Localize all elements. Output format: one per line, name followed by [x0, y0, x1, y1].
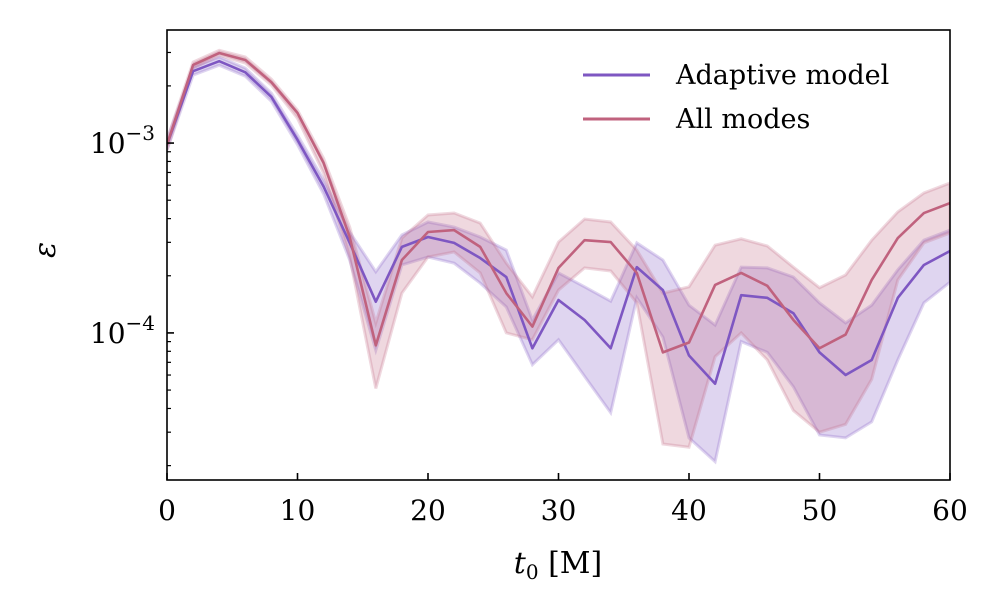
- line-all-modes: [167, 51, 950, 354]
- uncertainty-bands: [167, 48, 950, 465]
- y-tick-label: 10−3: [90, 121, 155, 160]
- y-axis-label: ε: [28, 242, 63, 258]
- x-axis: 0 10 20 30 40 50 60: [158, 473, 968, 527]
- x-tick-label: 10: [280, 494, 316, 527]
- line-adaptive-model: [167, 59, 950, 386]
- legend: Adaptive model All modes: [583, 60, 889, 135]
- y-axis: 10−3 10−4: [90, 51, 174, 467]
- legend-label-all-modes: All modes: [675, 104, 810, 135]
- legend-label-adaptive-model: Adaptive model: [675, 60, 889, 91]
- x-tick-label: 0: [158, 494, 176, 527]
- x-tick-label: 50: [802, 494, 838, 527]
- x-tick-label: 60: [932, 494, 968, 527]
- y-tick-label: 10−4: [90, 311, 155, 350]
- x-axis-label: t0 [M]: [514, 546, 602, 584]
- x-tick-label: 40: [671, 494, 707, 527]
- x-tick-label: 20: [410, 494, 446, 527]
- series-lines: [167, 51, 950, 386]
- band-all-modes: [167, 48, 950, 449]
- x-tick-label: 30: [541, 494, 577, 527]
- band-adaptive-model: [167, 55, 950, 465]
